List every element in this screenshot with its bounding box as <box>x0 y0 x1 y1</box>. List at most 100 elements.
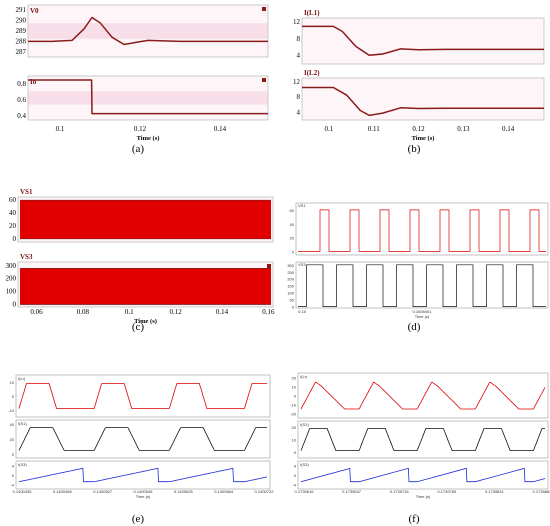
d-sub0-frame <box>295 202 549 256</box>
a-sub1-frame <box>27 75 269 121</box>
a-sub0-ytick-4: 287 <box>16 48 27 56</box>
f-xtick-3: 0.1739765 <box>437 489 457 494</box>
f-xtick-4: 0.1739841 <box>485 489 505 494</box>
e-sub0-series-line <box>18 382 267 410</box>
e-sub2-label: I(S3) <box>18 462 27 467</box>
e-xtick-6: 0.1400722 <box>255 489 275 494</box>
a-sub1-ytick-0: 0.8 <box>17 80 26 88</box>
f-sub0-ytick-3: -10 <box>290 403 297 408</box>
f-sub2-frame <box>297 460 549 490</box>
b-sub0-ytick-1: 8 <box>297 35 301 43</box>
b-xtick-1: 0.11 <box>368 125 380 133</box>
e-sub1-ytick-1: 20 <box>10 437 15 442</box>
e-sub1-series-line <box>18 427 267 451</box>
c-sub0-ytick-1: 40 <box>9 209 17 217</box>
a-sub1-series-line <box>28 79 268 115</box>
d-sub1-frame <box>295 261 549 309</box>
f-sub0-ytick-4: -20 <box>290 412 297 417</box>
e-xlabel: Time (s) <box>136 494 151 499</box>
f-sub1-frame <box>297 420 549 459</box>
f-xtick-2: 0.1739716 <box>390 489 410 494</box>
e-sub2-ytick-2: -4 <box>10 482 14 487</box>
a-sub0-marker <box>262 7 266 11</box>
b-sub1-frame <box>301 77 545 121</box>
d-sub0-ytick-1: 40 <box>290 222 295 227</box>
f-sub1-ytick-2: 0 <box>294 450 297 455</box>
e-sub0-ytick-1: 0 <box>12 394 15 399</box>
e-sub1-frame <box>15 419 271 459</box>
a-sub0-frame <box>27 4 269 58</box>
e-sub0-frame <box>15 374 271 418</box>
f-sub0-ytick-2: 0 <box>294 394 297 399</box>
a-sub0-label: V0 <box>30 7 39 15</box>
b-sub0-label: I(L1) <box>304 9 320 17</box>
b-xtick-4: 0.14 <box>502 125 515 133</box>
caption-d: (d) <box>408 321 421 333</box>
d-sub1-ytick-0: 300 <box>287 263 294 268</box>
a-xtick-2: 0.14 <box>214 125 227 133</box>
b-sub0-frame <box>301 17 545 65</box>
d-sub0-ytick-0: 60 <box>290 208 295 213</box>
caption-b: (b) <box>408 143 421 155</box>
f-sub0-ytick-1: 10 <box>292 385 297 390</box>
c-xtick-3: 0.12 <box>170 308 183 316</box>
d-xtick-0: 0.15 <box>298 309 307 314</box>
c-sub0-ytick-0: 60 <box>9 196 17 204</box>
c-xtick-4: 0.14 <box>216 308 229 316</box>
f-sub1-series-line <box>300 427 545 452</box>
b-sub0-series-line <box>302 25 544 56</box>
b-xtick-0: 0.1 <box>325 125 334 133</box>
f-sub2-ytick-1: 0 <box>294 473 297 478</box>
f-sub0-frame <box>297 372 549 419</box>
f-xlabel: Time (s) <box>416 494 431 499</box>
e-xtick-3: 0.1400546 <box>134 489 154 494</box>
e-xtick-4: 0.1400625 <box>174 489 194 494</box>
f-sub1-ytick-0: 20 <box>292 425 297 430</box>
a-sub0-ytick-3: 288 <box>16 37 27 45</box>
f-sub1-ytick-1: 10 <box>292 438 297 443</box>
b-sub0-ytick-2: 4 <box>297 52 301 60</box>
f-xtick-5: 0.1739883 <box>533 489 550 494</box>
d-sub0-pulse-line <box>298 209 546 252</box>
caption-c: (c) <box>132 321 145 333</box>
caption-e: (e) <box>132 513 145 525</box>
b-xlabel: Time (s) <box>412 135 435 142</box>
f-xtick-0: 0.1739616 <box>295 489 315 494</box>
e-sub2-series-line <box>18 467 268 483</box>
caption-a: (a) <box>132 143 145 155</box>
c-xtick-5: 0.16 <box>262 308 275 316</box>
e-sub1-ytick-2: 0 <box>12 452 15 457</box>
panel-a: 291 290 289 288 287 V0 0.8 0.6 0.4 Io 0.1 0.12 0.14 T… <box>16 4 269 142</box>
c-sub0-ytick-3: 0 <box>13 235 17 243</box>
c-sub0-switching-band <box>20 200 271 239</box>
c-xlabel: Time (s) <box>134 318 157 325</box>
c-marker <box>267 264 271 268</box>
b-sub1-ytick-2: 4 <box>297 108 301 116</box>
a-xtick-1: 0.12 <box>134 125 147 133</box>
c-sub1-switching-band <box>20 268 271 305</box>
e-sub0-label: I(Lr) <box>18 376 26 381</box>
d-sub1-ytick-5: 50 <box>290 298 295 303</box>
f-sub2-label: I(S3) <box>300 462 309 467</box>
c-sub1-ytick-0: 300 <box>6 262 17 270</box>
panel-f: 20100-10-20I(Lr)20100I(S1)40-4I(S3)0.173… <box>290 372 550 499</box>
c-sub0-ytick-2: 20 <box>9 222 17 230</box>
b-xtick-2: 0.12 <box>412 125 425 133</box>
d-sub1-ytick-1: 250 <box>287 270 294 275</box>
e-sub0-ytick-0: 10 <box>10 380 15 385</box>
d-xlabel: Time (s) <box>415 314 430 319</box>
e-xtick-0: 0.1400436 <box>13 489 33 494</box>
e-xtick-1: 0.1400466 <box>53 489 73 494</box>
a-sub1-ytick-1: 0.6 <box>17 96 26 104</box>
a-sub0-ytick-2: 289 <box>16 27 27 35</box>
c-xtick-1: 0.08 <box>77 308 90 316</box>
f-sub0-series-line <box>300 381 546 410</box>
a-sub0-series-line <box>28 16 268 46</box>
f-sub2-ytick-0: 4 <box>294 464 297 469</box>
d-sub1-ytick-2: 200 <box>287 277 294 282</box>
a-sub1-marker <box>262 78 266 82</box>
